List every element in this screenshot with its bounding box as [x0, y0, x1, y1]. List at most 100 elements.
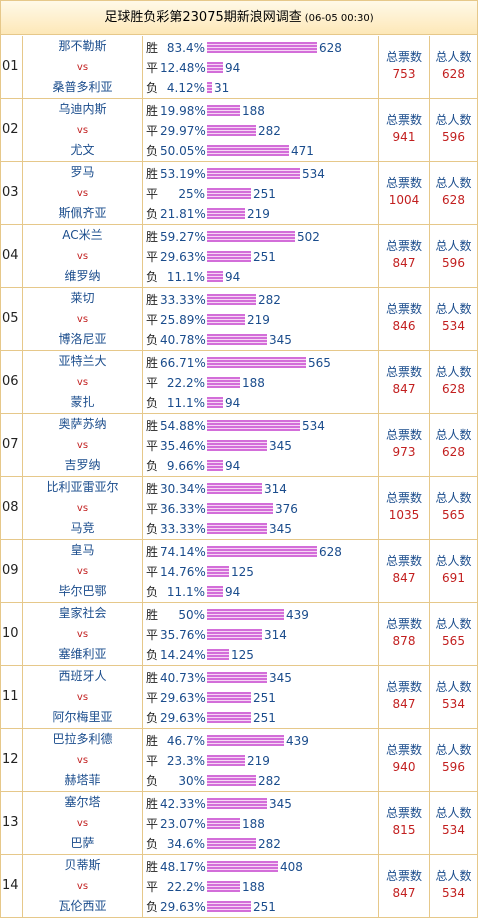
lose-label: 负	[146, 585, 159, 599]
match-teams: 皇马 vs 毕尔巴鄂	[23, 540, 143, 602]
lose-label: 负	[146, 522, 159, 536]
total-people-cell: 总人数 628	[430, 162, 477, 224]
home-team-link[interactable]: 比利亚雷亚尔	[46, 480, 119, 494]
total-votes-label: 总票数	[385, 113, 422, 127]
total-people-cell: 总人数 628	[430, 36, 477, 98]
home-team-link[interactable]: 罗马	[70, 165, 95, 179]
draw-label: 平	[146, 754, 159, 768]
total-votes-cell: 总票数 847	[379, 855, 430, 917]
draw-vote-count: 345	[269, 439, 292, 453]
home-team-link[interactable]: 奥萨苏纳	[58, 417, 107, 431]
total-votes-label: 总票数	[385, 743, 422, 757]
total-votes-label: 总票数	[385, 554, 422, 568]
lose-vote-bar	[207, 460, 223, 471]
total-votes-cell: 总票数 1004	[379, 162, 430, 224]
draw-vote-line: 平 29.63% 251	[146, 247, 276, 268]
total-votes-value: 847	[392, 382, 416, 396]
home-team-link[interactable]: 那不勒斯	[58, 39, 107, 53]
total-votes-value: 878	[392, 634, 416, 648]
home-team-link[interactable]: AC米兰	[62, 228, 103, 242]
win-vote-count: 628	[319, 545, 342, 559]
away-team-link[interactable]: 阿尔梅里亚	[52, 710, 113, 724]
draw-vote-count: 94	[225, 61, 241, 75]
lose-percent: 30%	[178, 774, 205, 788]
win-vote-count: 565	[308, 356, 331, 370]
total-people-label: 总人数	[435, 113, 472, 127]
draw-label: 平	[146, 313, 159, 327]
draw-percent: 23.3%	[166, 754, 205, 768]
draw-percent: 29.97%	[160, 124, 206, 138]
win-percent: 74.14%	[160, 545, 206, 559]
lose-vote-count: 345	[269, 333, 292, 347]
lose-label: 负	[146, 207, 159, 221]
match-row: 06 亚特兰大 vs 蒙扎 胜 66.71% 565 平 22.2% 188 负 11.1…	[1, 351, 477, 414]
home-team-link[interactable]: 莱切	[70, 291, 95, 305]
match-number: 06	[1, 351, 23, 413]
away-team-link[interactable]: 博洛尼亚	[58, 332, 107, 346]
lose-label: 负	[146, 333, 159, 347]
win-label: 胜	[146, 293, 159, 307]
total-people-label: 总人数	[435, 617, 472, 631]
win-vote-line: 胜 40.73% 345	[146, 668, 292, 689]
away-team-link[interactable]: 蒙扎	[70, 395, 95, 409]
home-team-link[interactable]: 皇家社会	[58, 606, 107, 620]
away-team-link[interactable]: 巴萨	[70, 836, 95, 850]
win-vote-line: 胜 54.88% 534	[146, 416, 325, 437]
away-team-link[interactable]: 马竞	[70, 521, 95, 535]
away-team-link[interactable]: 赫塔菲	[64, 773, 101, 787]
away-team-link[interactable]: 桑普多利亚	[52, 80, 113, 94]
home-team-link[interactable]: 巴拉多利德	[52, 732, 113, 746]
win-vote-count: 282	[258, 293, 281, 307]
lose-vote-line: 负 29.63% 251	[146, 897, 276, 918]
draw-label: 平	[146, 691, 159, 705]
lose-vote-count: 94	[225, 585, 241, 599]
draw-vote-bar	[207, 62, 223, 73]
home-team-link[interactable]: 塞尔塔	[64, 795, 101, 809]
total-people-cell: 总人数 628	[430, 414, 477, 476]
total-people-value: 565	[442, 508, 465, 522]
vote-stats: 胜 74.14% 628 平 14.76% 125 负 11.1% 94	[143, 540, 379, 602]
away-team-link[interactable]: 毕尔巴鄂	[58, 584, 107, 598]
lose-vote-line: 负 11.1% 94	[146, 582, 240, 603]
total-votes-cell: 总票数 847	[379, 540, 430, 602]
match-number: 03	[1, 162, 23, 224]
away-team-link[interactable]: 尤文	[70, 143, 95, 157]
away-team-link[interactable]: 塞维利亚	[58, 647, 107, 661]
draw-vote-count: 376	[275, 502, 298, 516]
lose-label: 负	[146, 81, 159, 95]
lose-vote-line: 负 21.81% 219	[146, 204, 270, 225]
vs-label: vs	[76, 629, 89, 640]
lose-vote-bar	[207, 271, 223, 282]
lose-percent: 40.78%	[160, 333, 206, 347]
home-team-link[interactable]: 皇马	[70, 543, 95, 557]
lose-percent: 33.33%	[160, 522, 206, 536]
lose-percent: 34.6%	[166, 837, 205, 851]
home-team-link[interactable]: 亚特兰大	[58, 354, 107, 368]
lose-vote-bar	[207, 775, 256, 786]
lose-vote-bar	[207, 712, 251, 723]
total-votes-label: 总票数	[385, 239, 422, 253]
away-team-link[interactable]: 斯佩齐亚	[58, 206, 107, 220]
match-teams: 那不勒斯 vs 桑普多利亚	[23, 36, 143, 98]
lose-vote-line: 负 9.66% 94	[146, 456, 240, 477]
away-team-link[interactable]: 维罗纳	[64, 269, 101, 283]
vote-stats: 胜 50% 439 平 35.76% 314 负 14.24% 125	[143, 603, 379, 665]
draw-label: 平	[146, 439, 159, 453]
win-vote-line: 胜 48.17% 408	[146, 857, 303, 878]
win-vote-count: 534	[302, 167, 325, 181]
away-team-link[interactable]: 瓦伦西亚	[58, 899, 107, 913]
win-vote-line: 胜 53.19% 534	[146, 164, 325, 185]
win-vote-bar	[207, 294, 256, 305]
match-number: 02	[1, 99, 23, 161]
total-votes-label: 总票数	[385, 50, 422, 64]
away-team-link[interactable]: 吉罗纳	[64, 458, 101, 472]
home-team-link[interactable]: 西班牙人	[58, 669, 107, 683]
total-votes-label: 总票数	[385, 302, 422, 316]
draw-vote-line: 平 36.33% 376	[146, 499, 298, 520]
draw-vote-bar	[207, 440, 267, 451]
home-team-link[interactable]: 乌迪内斯	[58, 102, 107, 116]
draw-vote-count: 188	[242, 817, 265, 831]
home-team-link[interactable]: 贝蒂斯	[64, 858, 101, 872]
draw-vote-line: 平 23.07% 188	[146, 814, 265, 835]
